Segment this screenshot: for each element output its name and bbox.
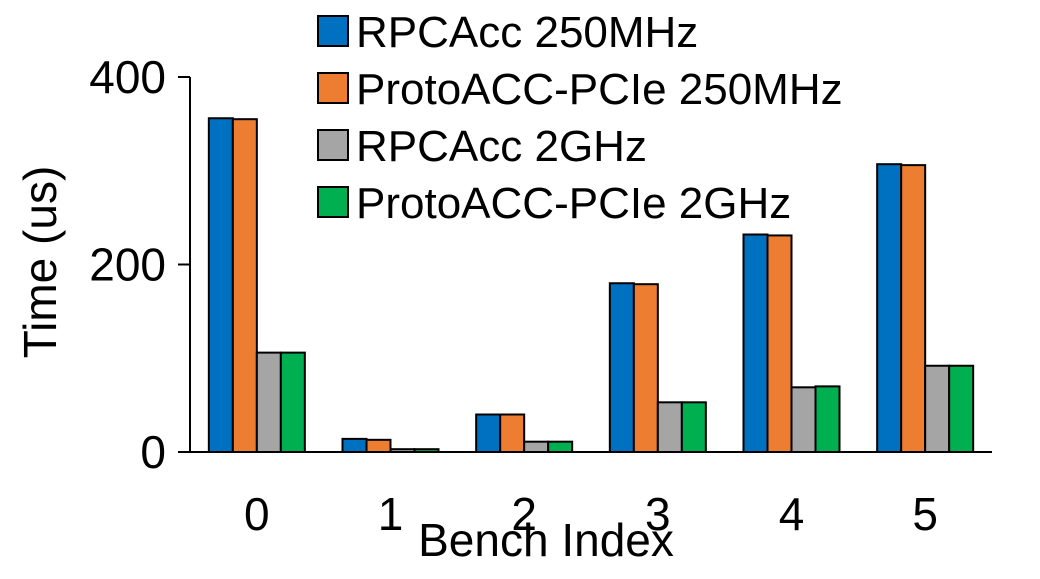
y-ticks: 0 200 400	[89, 51, 190, 478]
bar-series-3-cat-4	[814, 385, 841, 453]
x-ticks: 0 1 2 3 4 5	[244, 488, 938, 540]
bar-series-0-cat-1	[341, 437, 368, 453]
bar-series-1-cat-5	[900, 164, 927, 453]
y-tick-label: 200	[89, 239, 166, 291]
y-tick-label: 400	[89, 51, 166, 103]
bar-series-1-cat-3	[632, 283, 659, 453]
x-tick-label: 1	[378, 488, 404, 540]
bar-series-2-cat-2	[523, 440, 550, 453]
legend-label: ProtoACC-PCIe 2GHz	[356, 179, 791, 228]
bars-layer	[207, 117, 975, 453]
x-tick-label: 4	[779, 488, 805, 540]
y-tick-label: 0	[140, 426, 166, 478]
legend-swatch	[317, 129, 349, 161]
bar-series-2-cat-4	[790, 386, 817, 453]
legend-swatch	[317, 15, 349, 47]
legend-swatch	[317, 72, 349, 104]
bar-series-0-cat-3	[608, 282, 635, 453]
bar-series-3-cat-2	[547, 440, 574, 453]
bar-series-1-cat-2	[499, 413, 526, 453]
bar-series-2-cat-5	[924, 364, 951, 453]
legend-swatch	[317, 186, 349, 218]
bar-series-0-cat-4	[742, 233, 769, 453]
legend-label: RPCAcc 2GHz	[356, 122, 647, 171]
legend: RPCAcc 250MHz ProtoACC-PCIe 250MHz RPCAcc …	[317, 8, 843, 228]
bar-series-0-cat-5	[876, 163, 903, 453]
y-axis-title: Time (us)	[14, 166, 66, 359]
x-tick-label: 5	[912, 488, 938, 540]
bar-series-3-cat-3	[680, 401, 707, 453]
x-tick-label: 3	[645, 488, 671, 540]
bar-series-0-cat-0	[207, 117, 234, 453]
bar-series-3-cat-5	[948, 364, 975, 453]
x-axis-title: Bench Index	[418, 514, 674, 566]
bar-series-3-cat-0	[279, 351, 306, 453]
bar-series-2-cat-0	[255, 351, 282, 453]
x-tick-label: 2	[511, 488, 537, 540]
bar-series-1-cat-1	[365, 438, 392, 453]
legend-label: ProtoACC-PCIe 250MHz	[356, 65, 843, 114]
x-tick-label: 0	[244, 488, 270, 540]
bar-series-1-cat-0	[231, 118, 258, 453]
legend-label: RPCAcc 250MHz	[356, 8, 698, 57]
bar-series-2-cat-3	[656, 401, 683, 453]
bar-series-1-cat-4	[766, 234, 793, 453]
bar-series-0-cat-2	[475, 413, 502, 453]
